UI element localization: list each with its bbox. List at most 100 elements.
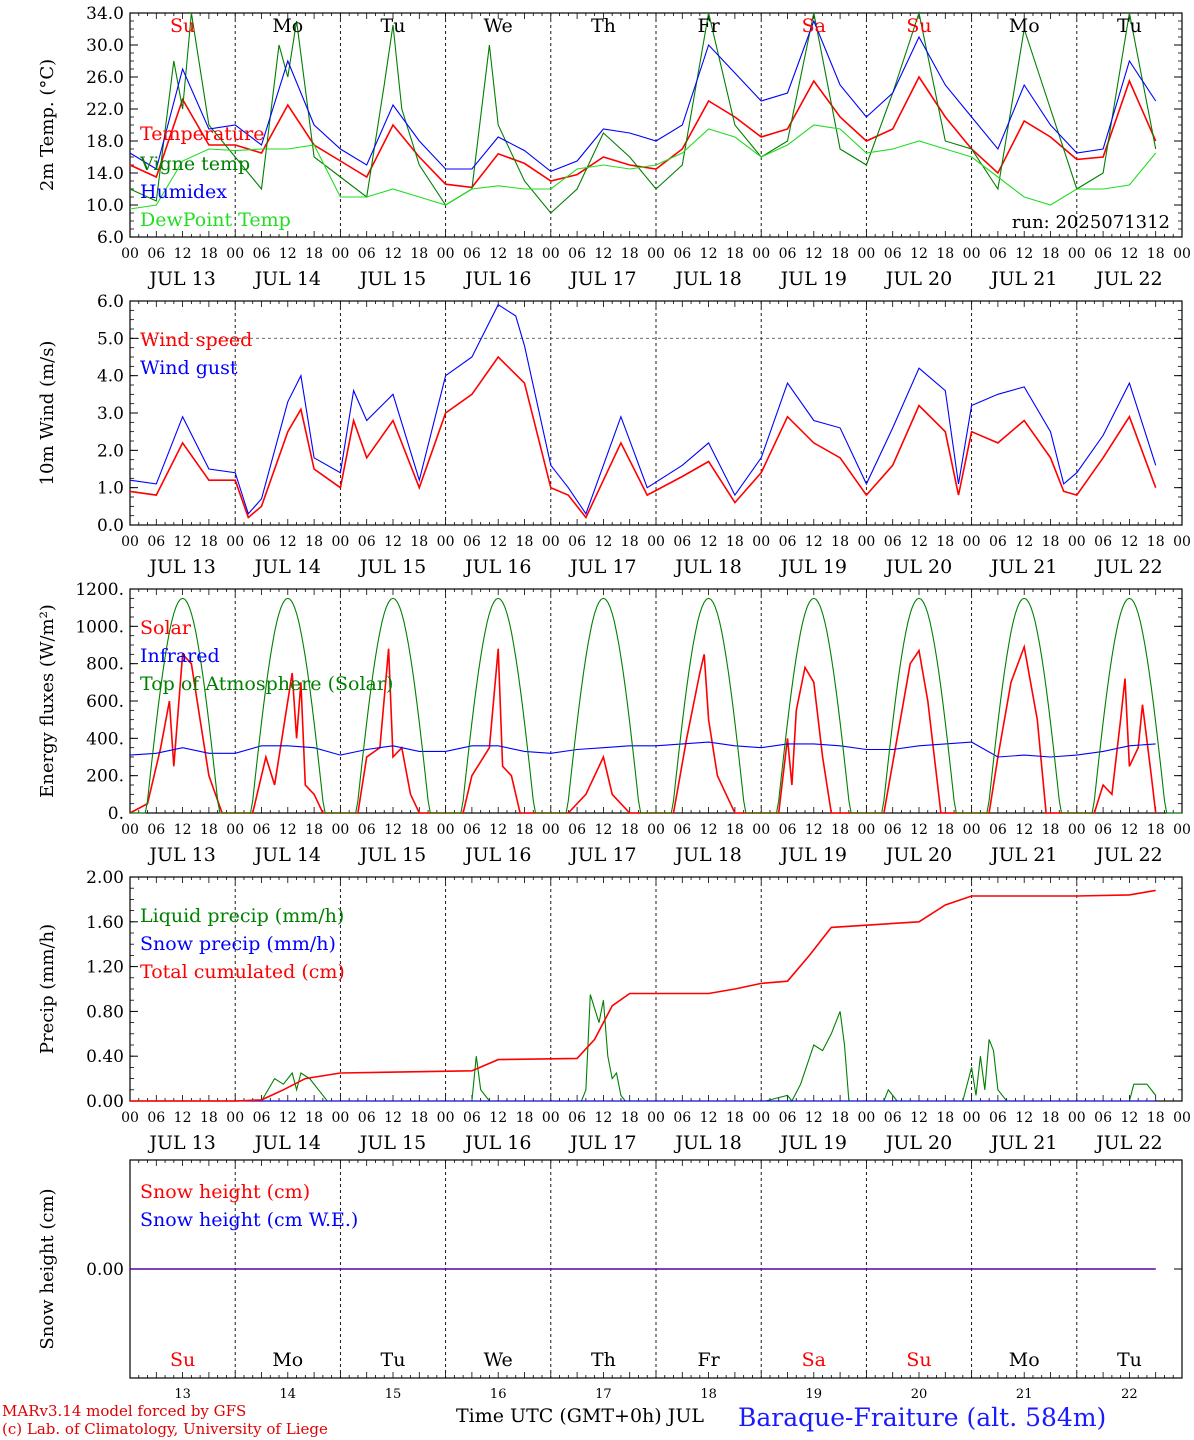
y-tick-label: 200.: [86, 767, 124, 787]
hour-tick-label: 12: [174, 534, 192, 550]
y-tick-label: 1.0: [97, 479, 124, 499]
hour-tick-label: 06: [358, 1110, 376, 1126]
plot-frame: [129, 300, 1183, 526]
y-axis-label: 10m Wind (m/s): [37, 341, 58, 486]
y-tick-label: 3.0: [97, 404, 124, 424]
hour-tick-label: 18: [305, 534, 323, 550]
weekday-label: Sa: [802, 15, 826, 37]
legend-entry: Wind speed: [140, 329, 252, 351]
hour-tick-label: 06: [147, 822, 165, 838]
hour-tick-label: 06: [463, 1110, 481, 1126]
legend-entry: Total cumulated (cm): [140, 961, 345, 983]
hour-tick-label: 12: [489, 246, 507, 262]
hour-tick-label: 12: [279, 1110, 297, 1126]
hour-tick-label: 12: [1015, 246, 1033, 262]
weekday-label: Th: [591, 1349, 616, 1371]
weekday-label: Mo: [1009, 1349, 1040, 1371]
hour-tick-label: 00: [226, 1110, 244, 1126]
date-label: JUL 13: [147, 1132, 215, 1154]
hour-tick-label: 06: [673, 534, 691, 550]
hour-tick-label: 18: [516, 534, 534, 550]
legend-entry: Top of Atmosphere (Solar): [140, 673, 393, 695]
hour-tick-label: 12: [279, 822, 297, 838]
hour-tick-label: 06: [989, 822, 1007, 838]
hour-tick-label: 18: [936, 246, 954, 262]
date-label: JUL 15: [358, 268, 426, 290]
hour-tick-label: 00: [857, 534, 875, 550]
hour-tick-label: 00: [1068, 246, 1086, 262]
hour-tick-label: 00: [226, 534, 244, 550]
credit-model: MARv3.14 model forced by GFS: [2, 1402, 247, 1420]
weekday-label: Fr: [697, 15, 720, 37]
weekday-label: Tu: [1117, 15, 1142, 37]
date-label: JUL 18: [673, 1132, 741, 1154]
hour-tick-label: 06: [463, 246, 481, 262]
date-label: JUL 22: [1094, 844, 1162, 866]
y-tick-label: 34.0: [86, 4, 124, 24]
hour-tick-label: 00: [857, 1110, 875, 1126]
hour-tick-label: 00: [963, 1110, 981, 1126]
y-tick-label: 18.0: [86, 132, 124, 152]
date-label: JUL 16: [463, 1132, 531, 1154]
hour-tick-label: 12: [910, 822, 928, 838]
day-number-label: 16: [490, 1387, 507, 1402]
date-label: JUL 21: [989, 268, 1057, 290]
weekday-label: Mo: [1009, 15, 1040, 37]
hour-tick-label: 06: [1094, 246, 1112, 262]
series-line-temp-1: [129, 10, 1157, 214]
weekday-label: Tu: [1117, 1349, 1142, 1371]
y-tick-label: 400.: [86, 729, 124, 749]
hour-tick-label: 18: [1147, 822, 1165, 838]
hour-tick-label: 18: [516, 246, 534, 262]
day-number-label: 19: [806, 1387, 823, 1402]
day-number-label: 17: [595, 1387, 612, 1402]
hour-tick-label: 18: [200, 822, 218, 838]
day-number-label: 22: [1121, 1387, 1138, 1402]
hour-tick-label: 12: [279, 534, 297, 550]
weekday-label: Su: [906, 15, 931, 37]
hour-tick-label: 12: [700, 534, 718, 550]
hour-tick-label: 00: [752, 1110, 770, 1126]
hour-tick-label: 18: [831, 1110, 849, 1126]
hour-tick-label: 06: [673, 246, 691, 262]
hour-tick-label: 12: [384, 246, 402, 262]
hour-tick-label: 06: [884, 246, 902, 262]
hour-tick-label: 18: [831, 246, 849, 262]
hour-tick-label: 00: [121, 1110, 139, 1126]
y-tick-label: 6.0: [97, 292, 124, 312]
legend-entry: Wind gust: [140, 357, 238, 379]
weekday-label: Th: [591, 15, 616, 37]
y-tick-label: 4.0: [97, 367, 124, 387]
y-tick-label: 6.0: [97, 228, 124, 248]
hour-tick-label: 18: [516, 1110, 534, 1126]
hour-tick-label: 06: [358, 822, 376, 838]
weekday-label: Su: [170, 1349, 195, 1371]
legend-entry: Liquid precip (mm/h): [140, 905, 344, 927]
hour-tick-label: 00: [963, 822, 981, 838]
y-tick-label: 5.0: [97, 329, 124, 349]
y-tick-label: 1000.: [75, 617, 124, 637]
hour-tick-label: 06: [989, 246, 1007, 262]
hour-tick-label: 12: [910, 534, 928, 550]
y-tick-label: 2.00: [86, 868, 124, 888]
hour-tick-label: 06: [673, 822, 691, 838]
date-label: JUL 19: [779, 556, 847, 578]
date-label: JUL 20: [884, 844, 952, 866]
weekday-label: Mo: [272, 15, 303, 37]
hour-tick-label: 06: [358, 534, 376, 550]
hour-tick-label: 12: [384, 822, 402, 838]
hour-tick-label: 12: [1015, 534, 1033, 550]
hour-tick-label: 12: [805, 534, 823, 550]
hour-tick-label: 18: [1042, 246, 1060, 262]
date-label: JUL 19: [779, 844, 847, 866]
series-line-energy-0: [129, 643, 1157, 814]
x-axis-label: Time UTC (GMT+0h) JUL: [456, 1405, 704, 1427]
y-tick-label: 1.20: [86, 958, 124, 978]
hour-tick-label: 00: [121, 534, 139, 550]
series-line-energy-1: [129, 741, 1156, 758]
hour-tick-label: 18: [200, 534, 218, 550]
hour-tick-label: 00: [1173, 246, 1191, 262]
chart-panel-precip: 0.00 0.40 0.80 1.20 1.60 2.00 Precip (mm/h) Liq…: [37, 868, 1191, 1154]
date-label: JUL 20: [884, 556, 952, 578]
series-line-precip-2: [130, 889, 1156, 1102]
